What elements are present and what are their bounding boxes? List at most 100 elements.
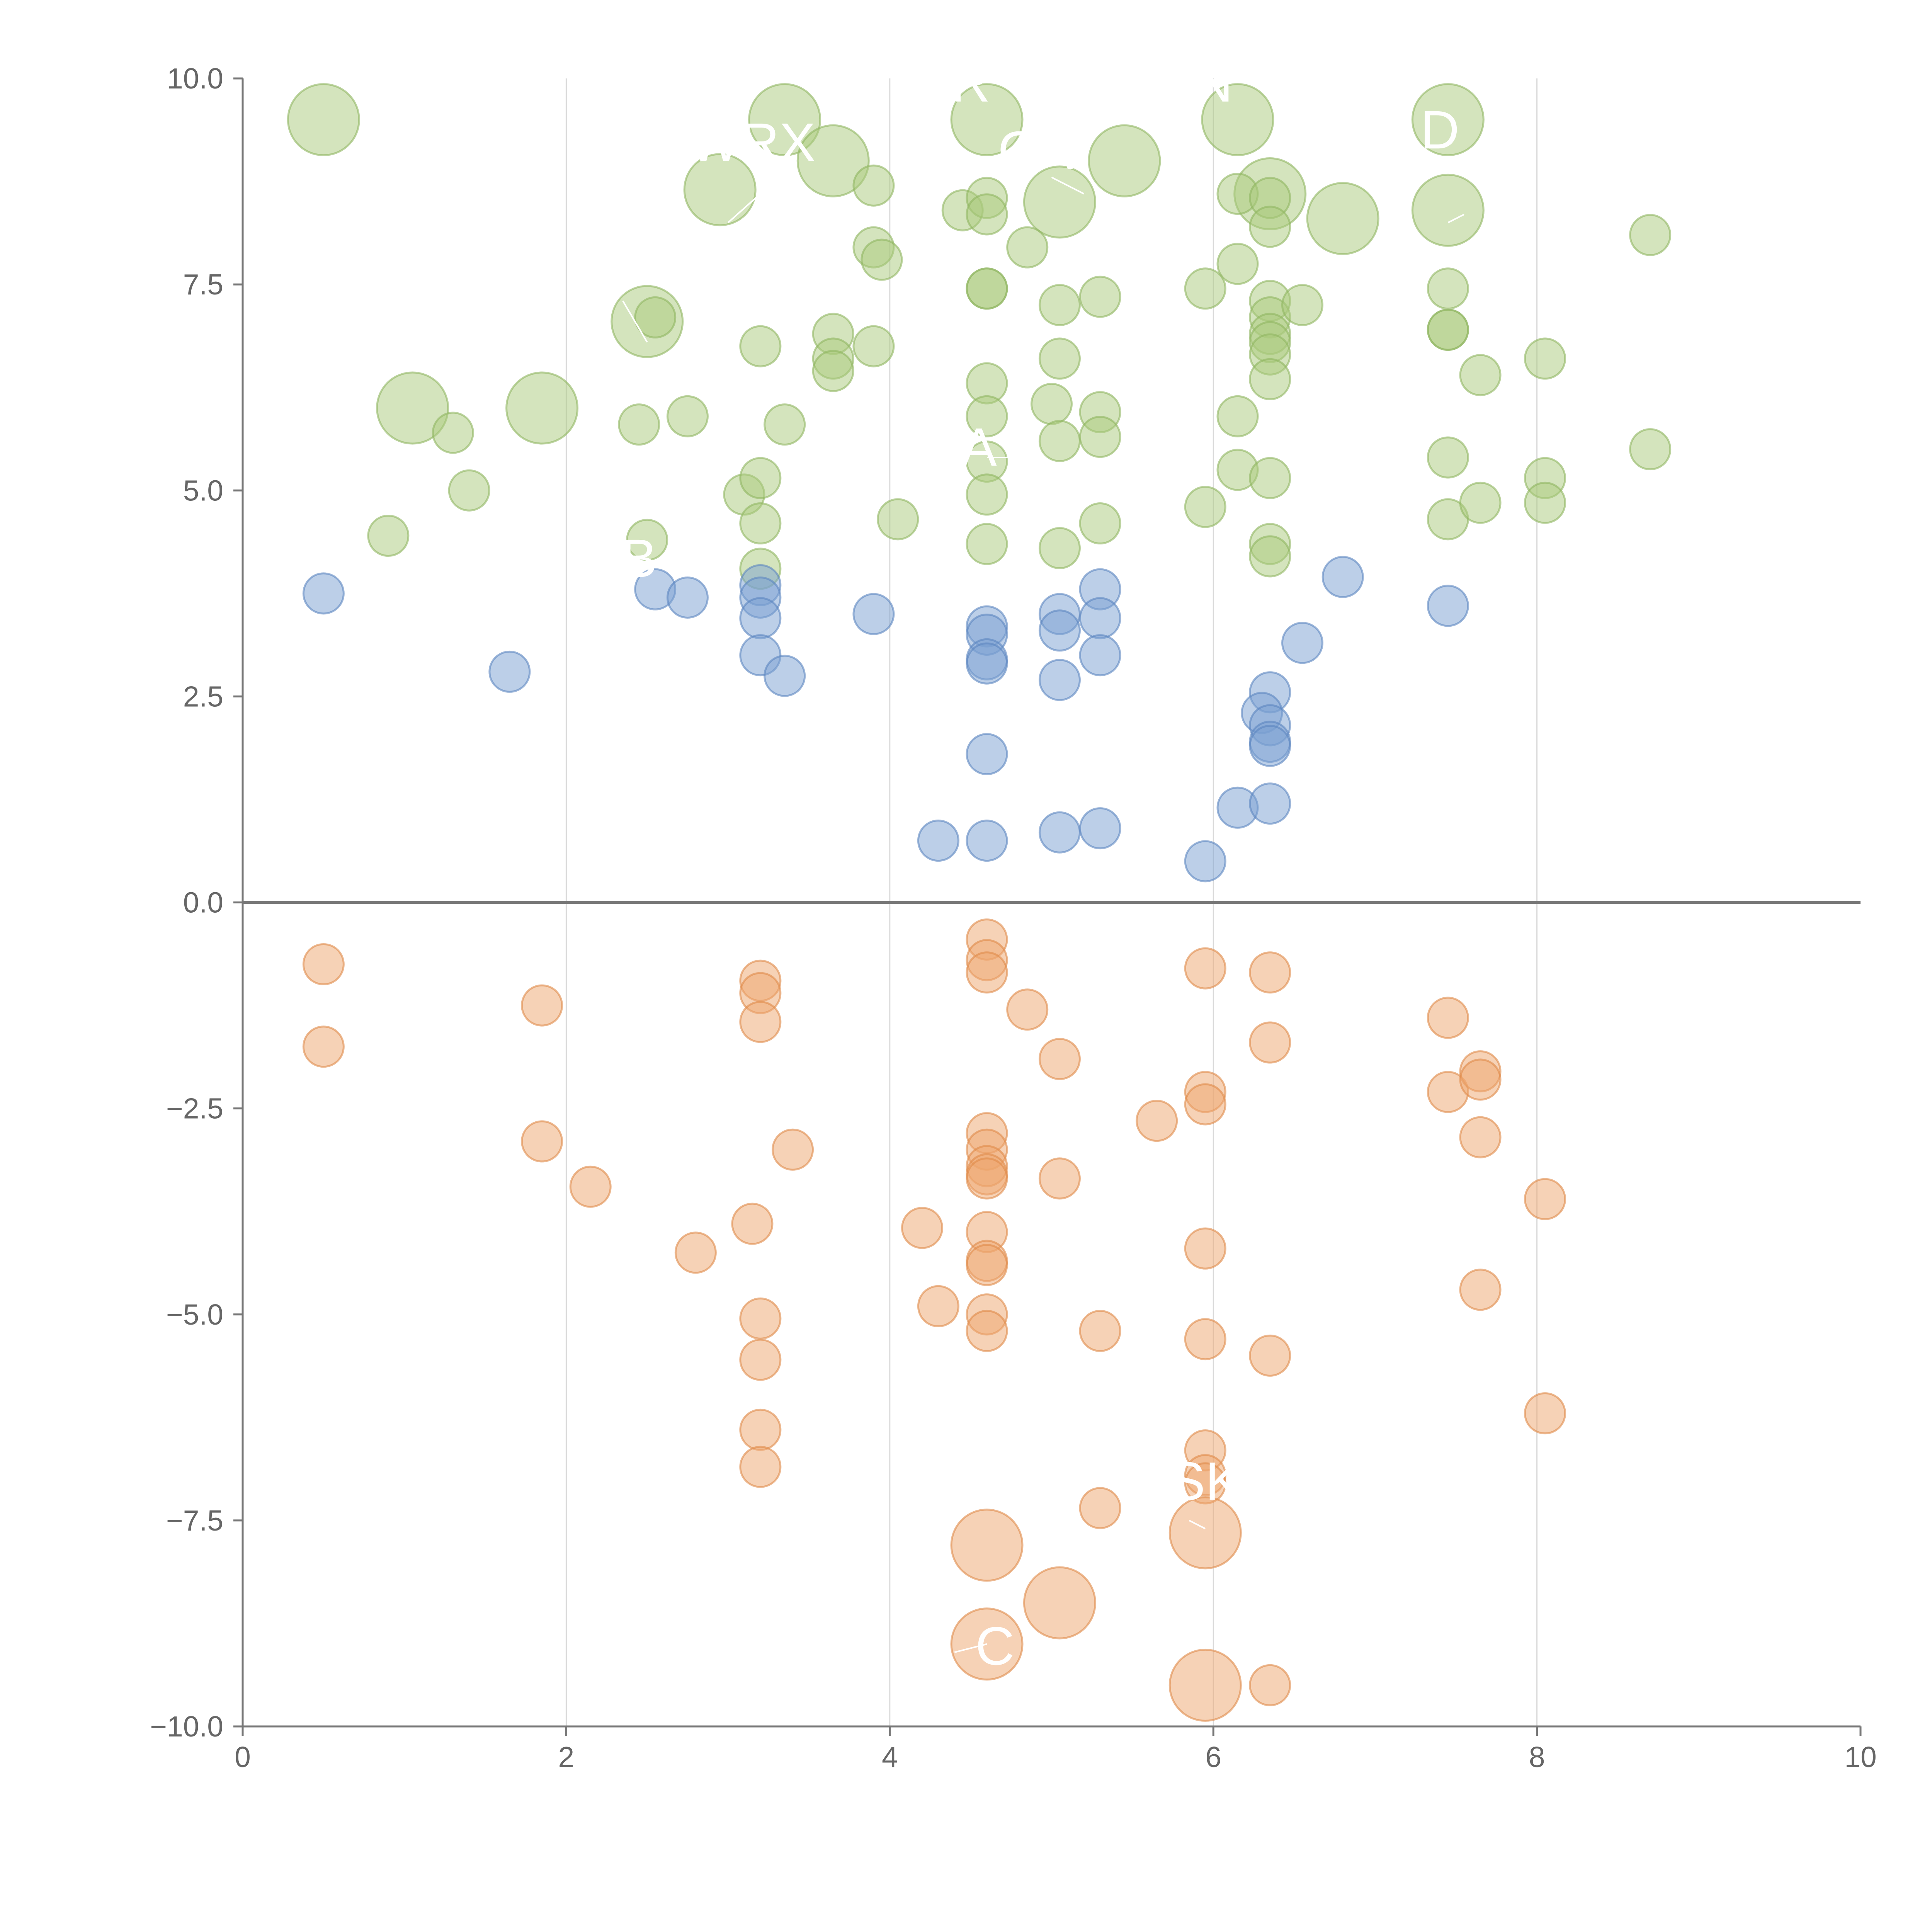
orange-point (1079, 1487, 1121, 1529)
orange-point (966, 1244, 1008, 1286)
orange-point (739, 1446, 782, 1488)
green-point (1629, 214, 1672, 256)
y-tick-label: −10.0 (150, 1710, 223, 1743)
annotation-leader (1189, 1520, 1206, 1529)
orange-point (1168, 1648, 1242, 1722)
orange-point (1038, 1038, 1081, 1080)
blue-point (1281, 622, 1323, 664)
x-tick-label: 0 (235, 1741, 251, 1773)
green-point (739, 457, 782, 499)
blue-point (917, 820, 959, 862)
orange-point (966, 951, 1008, 994)
green-point (626, 519, 668, 561)
green-point (448, 469, 490, 512)
y-tick-label: 0.0 (183, 886, 223, 919)
y-tick-label: 2.5 (183, 680, 223, 713)
y-tick-label: 7.5 (183, 268, 223, 301)
orange-point (521, 984, 563, 1027)
green-point (1427, 267, 1469, 310)
orange-point (917, 1285, 959, 1327)
green-point (432, 412, 474, 454)
green-point (634, 296, 677, 338)
green-point (1427, 436, 1469, 479)
green-point (618, 403, 660, 446)
orange-point (731, 1202, 774, 1245)
x-tick-label: 2 (558, 1741, 575, 1773)
blue-point (1249, 782, 1291, 825)
green-point (1459, 481, 1502, 524)
orange-point (739, 1338, 782, 1381)
orange-point (739, 1408, 782, 1451)
green-point (1184, 267, 1226, 310)
orange-point (1184, 1227, 1226, 1270)
green-point (1427, 308, 1469, 351)
annotation-label: D (1420, 99, 1459, 160)
green-point (376, 371, 449, 445)
green-point (764, 403, 806, 446)
annotation-label: N (1194, 53, 1233, 113)
orange-point (966, 1310, 1008, 1352)
annotation-leader (622, 300, 648, 343)
green-point (367, 515, 410, 557)
annotation-label: CA (998, 120, 1073, 181)
y-tick-label: −2.5 (166, 1092, 223, 1125)
green-point (1031, 383, 1073, 425)
blue-point (1079, 634, 1121, 677)
blue-point (966, 733, 1008, 776)
green-point (1629, 428, 1672, 471)
blue-point (966, 642, 1008, 685)
green-point (739, 325, 782, 367)
green-point (852, 325, 895, 367)
green-point (1411, 83, 1485, 156)
orange-point (1249, 951, 1291, 994)
orange-point (1459, 1058, 1502, 1101)
green-point (1306, 182, 1379, 255)
x-tick-label: 8 (1529, 1741, 1545, 1773)
green-point (950, 83, 1024, 156)
green-point (1079, 502, 1121, 545)
blue-point (1321, 556, 1364, 598)
green-point (1281, 284, 1323, 326)
blue-point (1249, 724, 1291, 767)
green-point (966, 395, 1008, 437)
orange-point (1023, 1566, 1096, 1639)
blue-point (1079, 807, 1121, 850)
x-tick-label: 10 (1844, 1741, 1876, 1773)
orange-point (901, 1207, 944, 1249)
annotation-leader (727, 193, 761, 223)
blue-point (1038, 811, 1081, 854)
orange-point (1038, 1157, 1081, 1200)
blue-point (1427, 585, 1469, 627)
green-point (1038, 527, 1081, 570)
green-point (1249, 535, 1291, 578)
green-point (966, 523, 1008, 565)
orange-point (1249, 1021, 1291, 1064)
blue-point (739, 597, 782, 639)
green-point (1524, 337, 1566, 380)
green-point (966, 473, 1008, 516)
orange-point (1006, 988, 1049, 1031)
annotation-label: R (951, 53, 990, 113)
green-point (861, 238, 903, 281)
axes-layer: 0 2 4 6 8 10 10.0 7.5 5.0 2.5 0.0 −2.5 −5.0 −7.5 −10.0 (150, 62, 1877, 1773)
orange-point (1249, 1334, 1291, 1377)
green-point (666, 395, 709, 437)
orange-point (1184, 947, 1226, 990)
orange-point (302, 1026, 345, 1068)
y-tick-label: −7.5 (166, 1504, 223, 1537)
annotation-label: WRX (689, 112, 816, 172)
green-point (852, 164, 895, 207)
green-point (796, 124, 870, 197)
x-tick-label: 4 (882, 1741, 898, 1773)
orange-point (521, 1120, 563, 1163)
green-point (505, 371, 579, 445)
blue-point (1038, 659, 1081, 701)
orange-point (1427, 997, 1469, 1039)
orange-point (1459, 1116, 1502, 1158)
green-point (1459, 354, 1502, 396)
orange-point (772, 1128, 814, 1171)
annotation-label: A (961, 417, 997, 477)
green-point (1079, 416, 1121, 458)
